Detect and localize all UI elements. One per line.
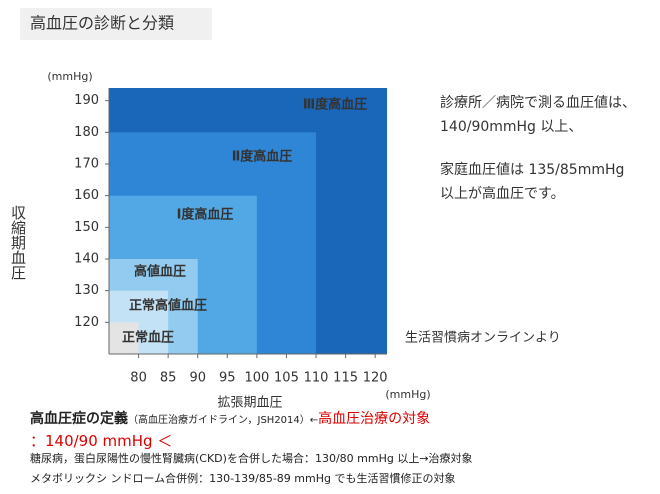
region-label: 正常血圧	[122, 330, 174, 346]
definition-threshold: ：140/90 mmHg ＜	[30, 432, 173, 450]
definition-target: 高血圧治療の対象	[318, 411, 431, 427]
y-unit: (mmHg)	[47, 70, 92, 83]
y-tick-label: 140	[74, 252, 99, 267]
x-tick-label: 85	[160, 371, 177, 386]
x-tick-label: 95	[219, 371, 236, 386]
title: 高血圧の診断と分類	[30, 14, 174, 33]
definition-line: 糖尿病，蛋白尿陽性の慢性腎臓病(CKD)を合併した場合：130/80 mmHg …	[30, 452, 473, 465]
x-tick-label: 80	[130, 371, 147, 386]
y-tick-label: 120	[74, 315, 99, 330]
x-tick-label: 110	[304, 371, 329, 386]
y-tick-label: 160	[74, 188, 99, 203]
y-tick-label: 170	[74, 157, 99, 172]
note-line: 140/90mmHg 以上、	[440, 119, 582, 135]
x-label: 拡張期血圧	[217, 396, 282, 411]
x-tick-label: 105	[274, 371, 299, 386]
region-label: Ⅱ度高血圧	[232, 149, 293, 165]
x-unit: (mmHg)	[385, 388, 430, 401]
title-bg	[20, 8, 212, 40]
region-label: Ⅲ度高血圧	[303, 97, 367, 113]
definition-heading-row: 高血圧症の定義（高血圧治療ガイドライン，JSH2014）←高血圧治療の対象	[30, 408, 430, 428]
definition-line: メタボリックシ ンドローム合併例：130-139/85-89 mmHg でも生活…	[30, 472, 456, 485]
y-label: 収縮期血圧	[9, 205, 27, 280]
y-tick-label: 130	[74, 283, 99, 298]
note-line: 以上が高血圧です。	[440, 185, 565, 202]
definition-sub: （高血圧治療ガイドライン，JSH2014）←	[128, 415, 319, 426]
source: 生活習慣病オンラインより	[405, 330, 561, 346]
region-label: 高値血圧	[134, 264, 186, 280]
region-label: Ⅰ度高血圧	[177, 207, 234, 223]
x-tick-label: 115	[333, 371, 358, 386]
note-line: 診療所／病院で測る血圧値は、	[440, 94, 636, 111]
note-line: 家庭血圧値は 135/85mmHg	[440, 161, 624, 178]
region	[109, 322, 139, 354]
x-tick-label: 100	[244, 371, 269, 386]
region-label: 正常高値血圧	[129, 298, 207, 314]
y-tick-label: 190	[74, 93, 99, 108]
definition-heading: 高血圧症の定義	[30, 411, 128, 427]
x-tick-label: 90	[189, 371, 206, 386]
y-tick-label: 180	[74, 125, 99, 140]
y-tick-label: 150	[74, 220, 99, 235]
x-tick-label: 120	[363, 371, 388, 386]
